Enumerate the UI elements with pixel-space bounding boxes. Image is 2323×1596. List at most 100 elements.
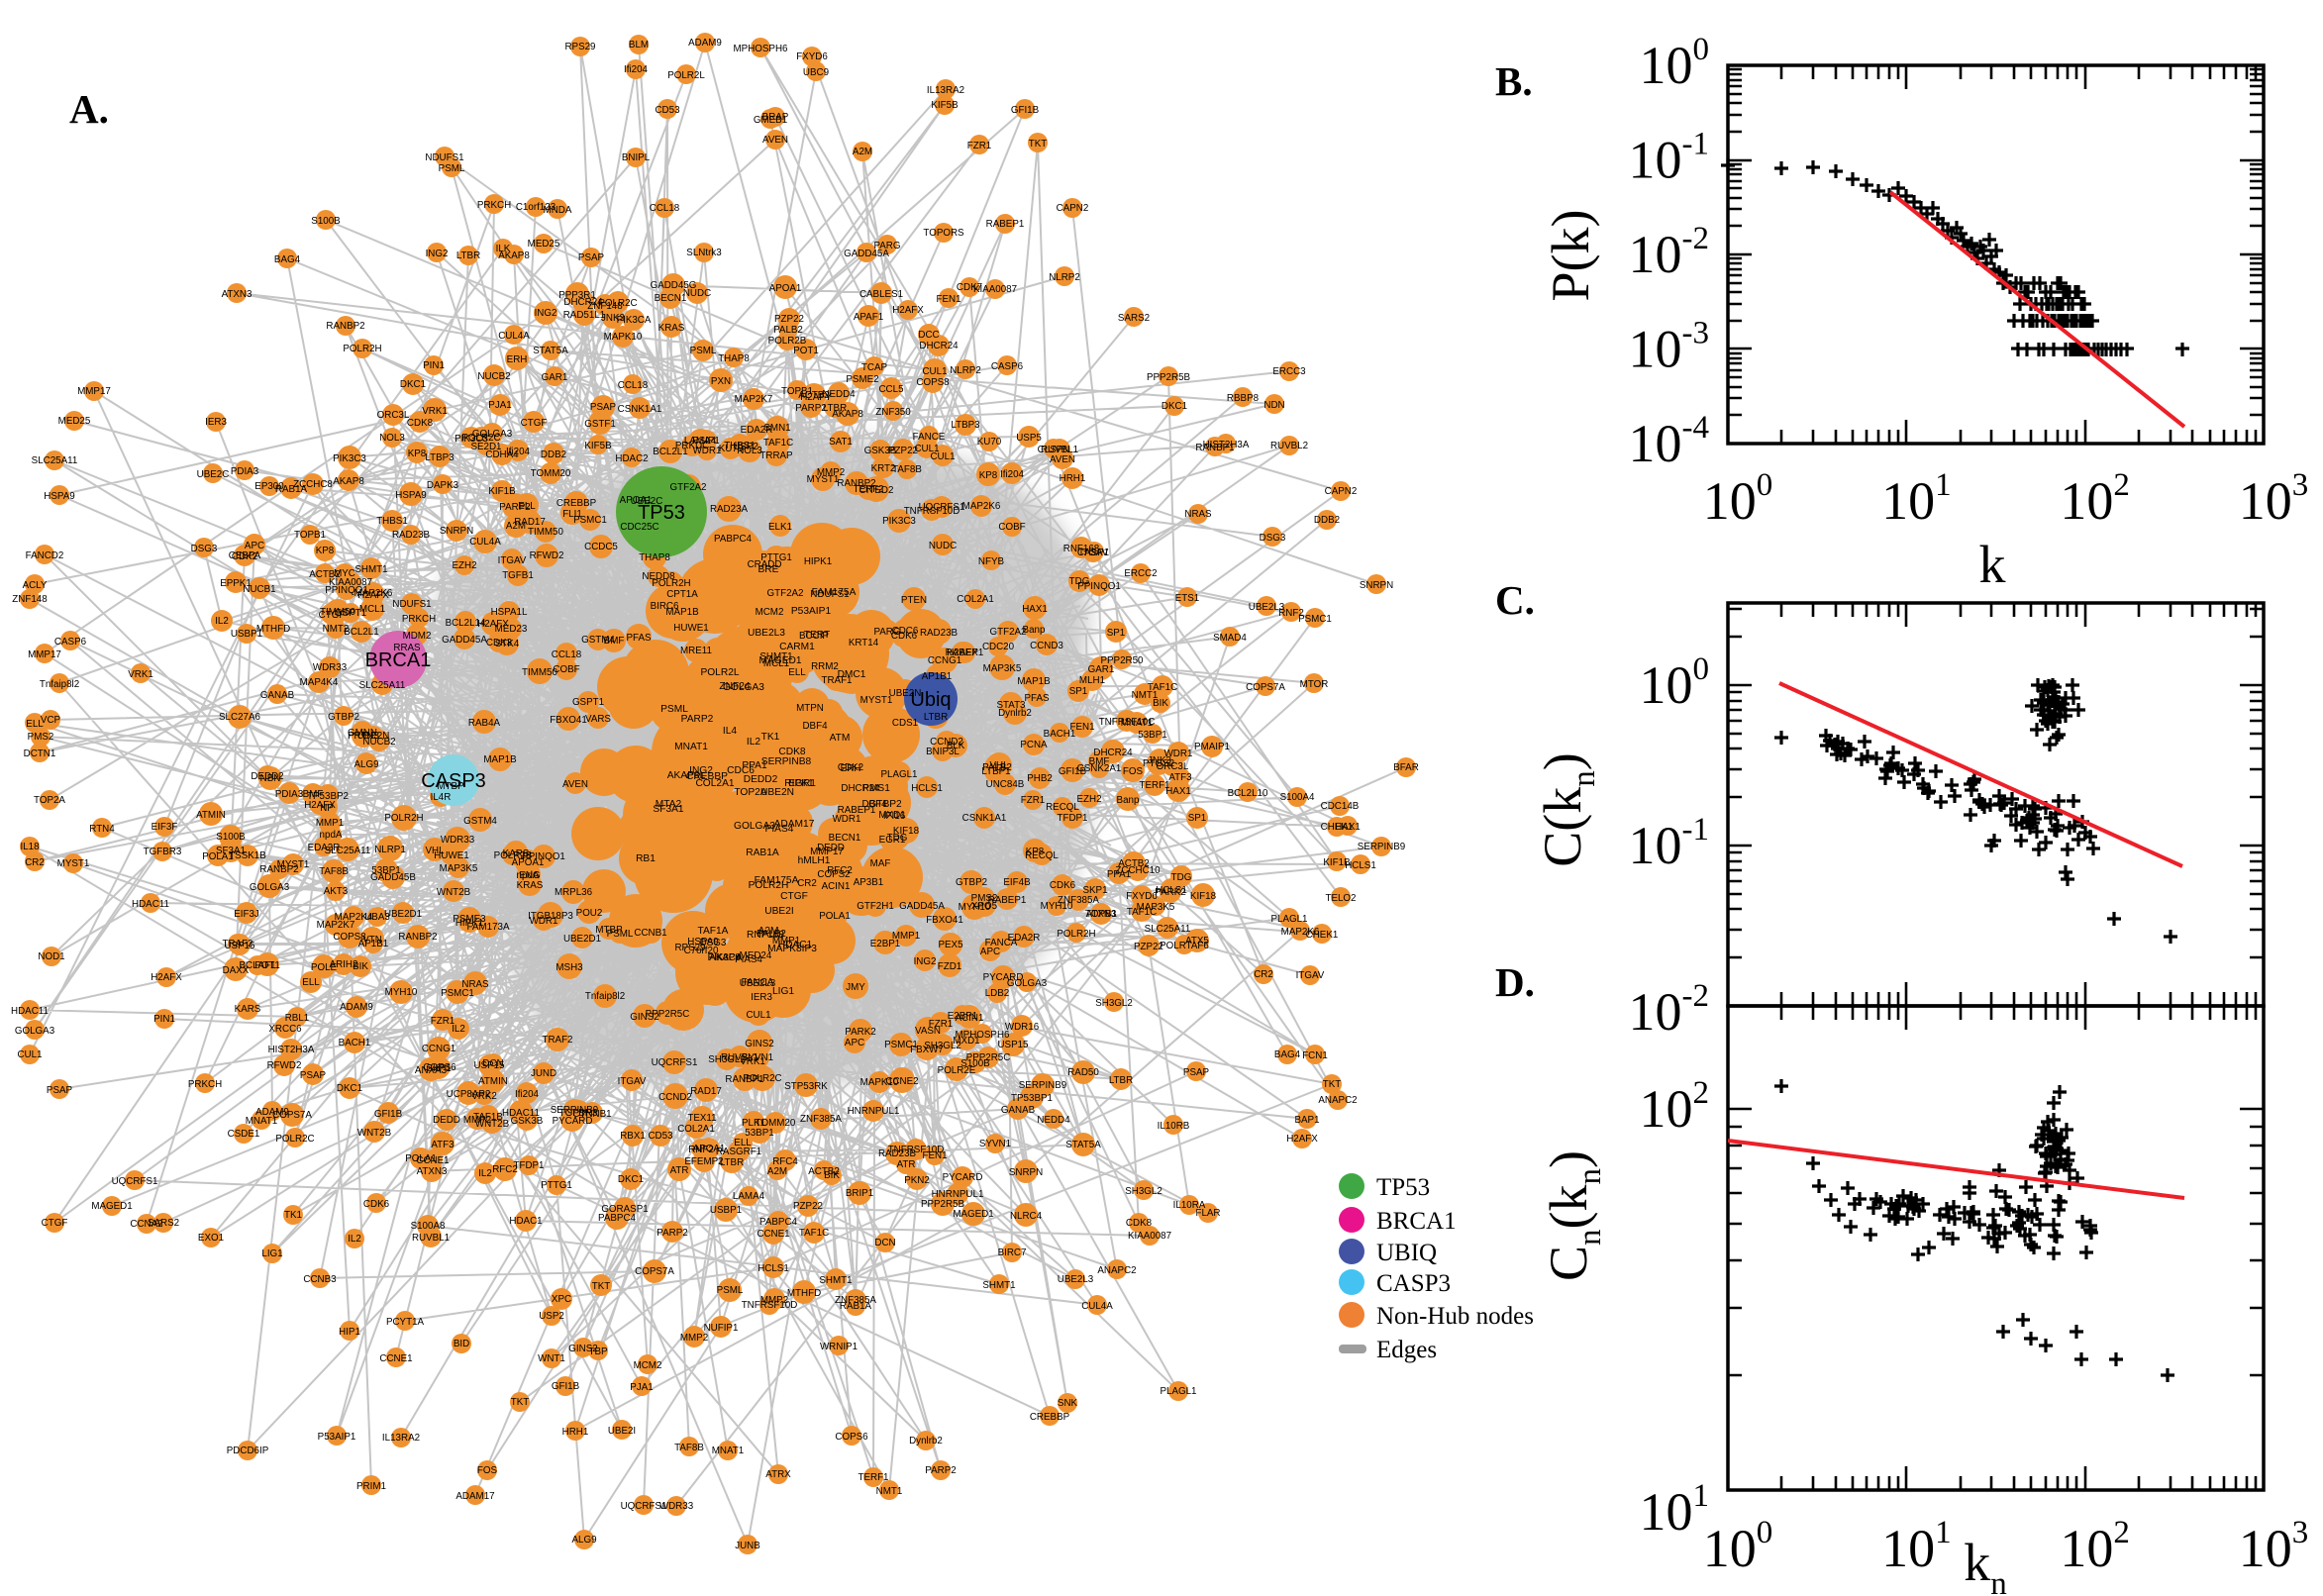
svg-text:BAP1: BAP1: [1294, 1115, 1319, 1126]
svg-text:CDC14B: CDC14B: [1321, 801, 1360, 812]
svg-text:ATM: ATM: [830, 733, 851, 744]
svg-text:FANCD2: FANCD2: [26, 550, 64, 561]
svg-text:MXD1: MXD1: [878, 810, 905, 821]
svg-text:BIK: BIK: [1153, 698, 1168, 709]
svg-text:BAG4: BAG4: [274, 254, 301, 265]
svg-text:NUDC: NUDC: [929, 541, 957, 551]
svg-text:HIST2H3A: HIST2H3A: [268, 1045, 315, 1055]
svg-text:C1orf123: C1orf123: [516, 202, 556, 213]
svg-text:A.: A.: [69, 86, 109, 132]
svg-text:TOPB1: TOPB1: [294, 530, 326, 541]
svg-text:NLRP2: NLRP2: [1049, 272, 1080, 283]
svg-text:C(kn): C(kn): [1533, 752, 1602, 866]
svg-text:RABEP1: RABEP1: [946, 648, 984, 658]
svg-text:DSG3: DSG3: [700, 938, 727, 948]
svg-text:USP15: USP15: [224, 941, 255, 951]
svg-text:CCNG1: CCNG1: [422, 1044, 455, 1054]
svg-text:USP5: USP5: [1016, 433, 1042, 444]
svg-text:CD53: CD53: [655, 105, 680, 116]
svg-text:RBX1: RBX1: [620, 1131, 646, 1142]
svg-text:MAP2K6: MAP2K6: [354, 588, 393, 599]
svg-text:BCCIP: BCCIP: [799, 631, 829, 642]
svg-text:HCLS1: HCLS1: [1156, 885, 1187, 896]
svg-text:CASP6: CASP6: [54, 637, 87, 648]
svg-text:EXO1: EXO1: [198, 1233, 224, 1244]
svg-text:PZP22: PZP22: [774, 314, 804, 325]
svg-text:CCL5: CCL5: [878, 384, 904, 395]
svg-text:MTHFD: MTHFD: [787, 1288, 821, 1299]
svg-text:Ifi204: Ifi204: [624, 64, 649, 75]
svg-text:53BP1: 53BP1: [1138, 730, 1166, 741]
svg-text:STAT5A: STAT5A: [533, 346, 568, 356]
svg-text:HRH1: HRH1: [562, 1427, 589, 1438]
svg-text:PPP2R5B: PPP2R5B: [1147, 372, 1191, 383]
svg-text:DCN: DCN: [874, 1238, 895, 1248]
svg-text:PSMC1: PSMC1: [573, 515, 607, 526]
svg-text:MAGED1: MAGED1: [758, 655, 801, 666]
svg-text:UQCRFS1: UQCRFS1: [652, 1057, 698, 1068]
svg-text:COL2A1: COL2A1: [957, 594, 994, 605]
svg-text:PJA1: PJA1: [630, 1382, 653, 1393]
svg-text:RIPK1: RIPK1: [784, 778, 814, 789]
svg-text:LTBR: LTBR: [720, 1157, 744, 1168]
svg-text:PFAS: PFAS: [1024, 693, 1050, 704]
svg-text:ALG9: ALG9: [571, 1535, 596, 1546]
svg-text:Banp: Banp: [1023, 625, 1046, 636]
svg-text:RFWD2: RFWD2: [267, 1060, 302, 1071]
svg-text:VTN: VTN: [362, 935, 382, 946]
svg-text:EGR1: EGR1: [879, 835, 906, 846]
svg-text:IL2: IL2: [452, 1024, 465, 1035]
svg-text:DSG3: DSG3: [1260, 533, 1286, 544]
svg-text:WDR1: WDR1: [693, 446, 722, 456]
svg-text:COPS6: COPS6: [423, 1062, 456, 1073]
svg-text:Non-Hub nodes: Non-Hub nodes: [1376, 1303, 1534, 1330]
svg-text:BLM: BLM: [629, 40, 649, 50]
svg-text:THAP8: THAP8: [639, 552, 670, 563]
svg-text:KARS: KARS: [235, 1004, 261, 1015]
svg-text:RUVBL1: RUVBL1: [412, 1233, 450, 1244]
svg-text:S100B: S100B: [216, 832, 246, 843]
svg-text:S100B: S100B: [960, 1058, 990, 1069]
svg-text:MAP1B: MAP1B: [483, 754, 517, 765]
svg-text:CCNE2: CCNE2: [885, 1076, 918, 1087]
svg-text:E2BP1: E2BP1: [870, 939, 901, 949]
svg-text:BNIPL: BNIPL: [622, 152, 651, 163]
svg-text:PPINQO1: PPINQO1: [325, 585, 368, 596]
svg-text:TNFRSF10D: TNFRSF10D: [742, 1300, 798, 1311]
svg-text:CUL1: CUL1: [17, 1049, 42, 1060]
svg-text:ILK: ILK: [496, 244, 511, 254]
svg-text:TP53BP2: TP53BP2: [307, 791, 349, 802]
svg-text:HAX1: HAX1: [1335, 822, 1361, 833]
svg-text:KP8: KP8: [1026, 847, 1045, 857]
svg-text:CCL18: CCL18: [552, 649, 582, 660]
svg-text:MTHFD: MTHFD: [256, 624, 290, 635]
svg-text:RAB1A: RAB1A: [275, 484, 308, 495]
svg-text:TRAF2: TRAF2: [542, 1035, 572, 1046]
svg-text:DAPK3: DAPK3: [427, 480, 459, 491]
svg-text:EDA2R: EDA2R: [308, 843, 341, 853]
svg-text:RFC4: RFC4: [772, 1156, 798, 1167]
svg-text:RECQL: RECQL: [1046, 802, 1079, 813]
svg-text:XPO5: XPO5: [971, 901, 998, 912]
svg-text:TAF1A: TAF1A: [698, 926, 729, 937]
svg-text:SMAD4: SMAD4: [1213, 633, 1247, 644]
svg-text:PRKCH: PRKCH: [402, 614, 436, 625]
svg-text:ELL: ELL: [788, 667, 806, 678]
svg-text:MAPK10: MAPK10: [860, 1077, 899, 1088]
svg-text:PYCARD: PYCARD: [983, 972, 1024, 983]
svg-text:CD53: CD53: [648, 1131, 673, 1142]
svg-text:MAP3K5: MAP3K5: [1137, 902, 1175, 913]
svg-text:UBE2D1: UBE2D1: [563, 934, 601, 945]
svg-text:npdA: npdA: [517, 870, 540, 881]
svg-text:SLC25A11: SLC25A11: [1145, 924, 1191, 935]
svg-text:UBE2D1: UBE2D1: [384, 909, 422, 920]
svg-text:MYST1: MYST1: [860, 695, 893, 706]
svg-text:COBF: COBF: [553, 664, 579, 675]
svg-text:PZP22: PZP22: [888, 446, 918, 456]
svg-text:IL2: IL2: [348, 1234, 361, 1245]
svg-text:CSNK1A1: CSNK1A1: [618, 404, 662, 415]
svg-text:UBA3: UBA3: [364, 912, 390, 923]
svg-text:SP1: SP1: [1069, 686, 1088, 697]
svg-text:RFC2: RFC2: [827, 865, 853, 876]
svg-text:RRM2: RRM2: [811, 661, 839, 672]
